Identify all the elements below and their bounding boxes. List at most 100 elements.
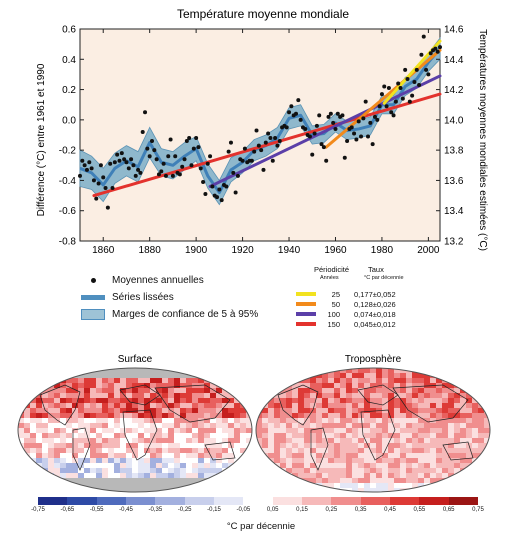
map-cell — [228, 468, 235, 474]
map-cell — [358, 448, 365, 454]
map-cell — [222, 373, 229, 379]
map-cell — [442, 458, 449, 464]
colorbar-swatch — [38, 497, 68, 505]
map-cell — [228, 473, 235, 479]
map-cell — [388, 463, 395, 469]
map-cell — [466, 418, 473, 424]
map-cell — [42, 453, 49, 459]
map-cell — [48, 413, 55, 419]
map-cell — [304, 448, 311, 454]
map-cell — [132, 478, 139, 484]
x-tick-label: 1900 — [185, 245, 208, 256]
map-cell — [454, 378, 461, 384]
annual-point — [168, 137, 173, 142]
map-cell — [418, 443, 425, 449]
map-cell — [382, 428, 389, 434]
map-cell — [286, 408, 293, 414]
map-cell — [84, 413, 91, 419]
map-cell — [472, 413, 479, 419]
map-cell — [24, 478, 31, 484]
map-cell — [418, 478, 425, 484]
map-cell — [18, 398, 25, 404]
map-cell — [198, 428, 205, 434]
annual-point — [228, 140, 233, 145]
annual-point — [78, 173, 82, 178]
annual-point — [400, 96, 405, 101]
map-cell — [168, 463, 175, 469]
map-cell — [156, 428, 163, 434]
map-cell — [162, 408, 169, 414]
annual-point — [424, 67, 429, 72]
map-cell — [484, 488, 490, 492]
map-cell — [370, 383, 377, 389]
map-cell — [472, 403, 479, 409]
map-cell — [150, 368, 157, 374]
map-cell — [162, 423, 169, 429]
map-cell — [388, 453, 395, 459]
annual-point — [131, 163, 136, 168]
map-cell — [448, 383, 455, 389]
map-cell — [198, 453, 205, 459]
map-cell — [400, 453, 407, 459]
map-cell — [78, 443, 85, 449]
map-cell — [364, 413, 371, 419]
map-cell — [228, 453, 235, 459]
map-cell — [48, 488, 55, 492]
map-cell — [274, 373, 281, 379]
map-cell — [30, 448, 37, 454]
y2-axis-label: Températures moyennes mondiales estimées… — [477, 29, 488, 251]
colorbar: -0,75 -0,65 -0,55 -0,45 -0,35 -0,25 -0,15 -0,05… — [31, 497, 484, 517]
map-cell — [180, 398, 187, 404]
map-cell — [120, 423, 127, 429]
map-cell — [216, 488, 223, 492]
map-cell — [162, 393, 169, 399]
map-cell — [246, 488, 252, 492]
y-axis-label: Différence (°C) entre 1961 et 1990 — [36, 63, 47, 216]
map-cell — [246, 383, 252, 389]
map-cell — [364, 418, 371, 424]
map-cell — [36, 488, 43, 492]
map-cell — [120, 433, 127, 439]
map-cell — [114, 368, 121, 374]
map-cell — [42, 433, 49, 439]
map-cell — [42, 423, 49, 429]
map-cell — [48, 378, 55, 384]
trend-table: Périodicité Taux Années °C par décennie … — [296, 265, 424, 329]
map-cell — [132, 433, 139, 439]
map-cell — [352, 458, 359, 464]
map-cell — [418, 388, 425, 394]
map-cell — [256, 433, 263, 439]
map-cell — [66, 423, 73, 429]
map-cell — [406, 478, 413, 484]
map-cell — [66, 408, 73, 414]
map-cell — [240, 443, 247, 449]
map-cell — [84, 393, 91, 399]
map-cell — [280, 433, 287, 439]
map-cell — [156, 483, 163, 489]
map-cell — [358, 408, 365, 414]
map-cell — [108, 468, 115, 474]
map-cell — [84, 458, 91, 464]
map-cell — [472, 488, 479, 492]
trend-line-150 — [92, 92, 442, 198]
trend-period: 25 — [331, 289, 340, 299]
legend-smoothed: Séries lissées — [80, 289, 258, 306]
map-cell — [138, 463, 145, 469]
map-cell — [430, 403, 437, 409]
map-cell — [180, 373, 187, 379]
map-cell — [370, 468, 377, 474]
map-cell — [334, 378, 341, 384]
map-cell — [90, 408, 97, 414]
map-cell — [406, 378, 413, 384]
map-cell — [36, 428, 43, 434]
map-cell — [108, 478, 115, 484]
map-cell — [240, 373, 247, 379]
map-cell — [424, 468, 431, 474]
map-cell — [478, 413, 485, 419]
map-cell — [454, 443, 461, 449]
annual-point — [268, 136, 273, 141]
map-cell — [460, 483, 467, 489]
map-cell — [192, 453, 199, 459]
map-cell — [42, 408, 49, 414]
map-cell — [448, 373, 455, 379]
